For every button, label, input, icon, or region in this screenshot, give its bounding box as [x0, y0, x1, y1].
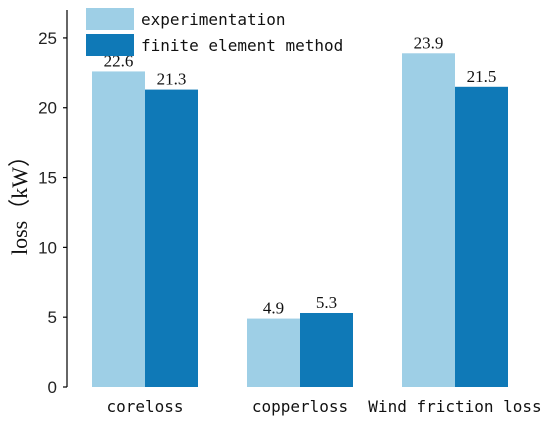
legend: experimentation finite element method — [86, 8, 343, 56]
legend-label: experimentation — [141, 10, 286, 29]
y-tick-label: 5 — [48, 308, 57, 327]
y-axis-title: loss（kW） — [7, 145, 32, 255]
data-label: 23.9 — [414, 33, 444, 52]
category-labels: coreloss copperloss Wind friction loss — [106, 397, 541, 416]
data-label: 21.3 — [157, 70, 187, 89]
bar-experimentation-2 — [402, 53, 455, 387]
bar-finite-element-2 — [455, 86, 508, 387]
category-label: copperloss — [252, 397, 348, 416]
y-axis — [63, 10, 68, 388]
legend-swatch — [86, 8, 134, 30]
bar-experimentation-0 — [92, 71, 145, 387]
y-tick-label: 0 — [48, 378, 57, 397]
data-label: 21.5 — [467, 67, 497, 86]
y-tick-labels: 0 5 10 15 20 25 — [38, 29, 57, 397]
y-tick-label: 20 — [38, 99, 57, 118]
data-label: 5.3 — [316, 293, 337, 312]
data-label: 4.9 — [263, 299, 284, 318]
bars — [92, 53, 508, 387]
bar-finite-element-0 — [145, 89, 198, 387]
bar-finite-element-1 — [300, 312, 353, 387]
data-label: 22.6 — [104, 51, 134, 70]
legend-swatch — [86, 34, 134, 56]
category-label: coreloss — [106, 397, 183, 416]
y-tick-label: 10 — [38, 238, 57, 257]
category-label: Wind friction loss — [368, 397, 541, 416]
y-tick-label: 15 — [38, 169, 57, 188]
y-tick-label: 25 — [38, 29, 57, 48]
bar-experimentation-1 — [247, 318, 300, 387]
data-labels: 22.6 4.9 23.9 21.3 5.3 21.5 — [104, 33, 497, 317]
legend-label: finite element method — [141, 36, 343, 55]
